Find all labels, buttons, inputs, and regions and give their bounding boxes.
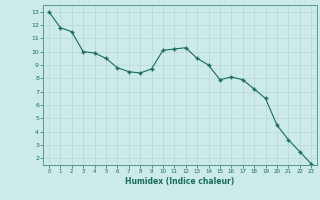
X-axis label: Humidex (Indice chaleur): Humidex (Indice chaleur) [125,177,235,186]
